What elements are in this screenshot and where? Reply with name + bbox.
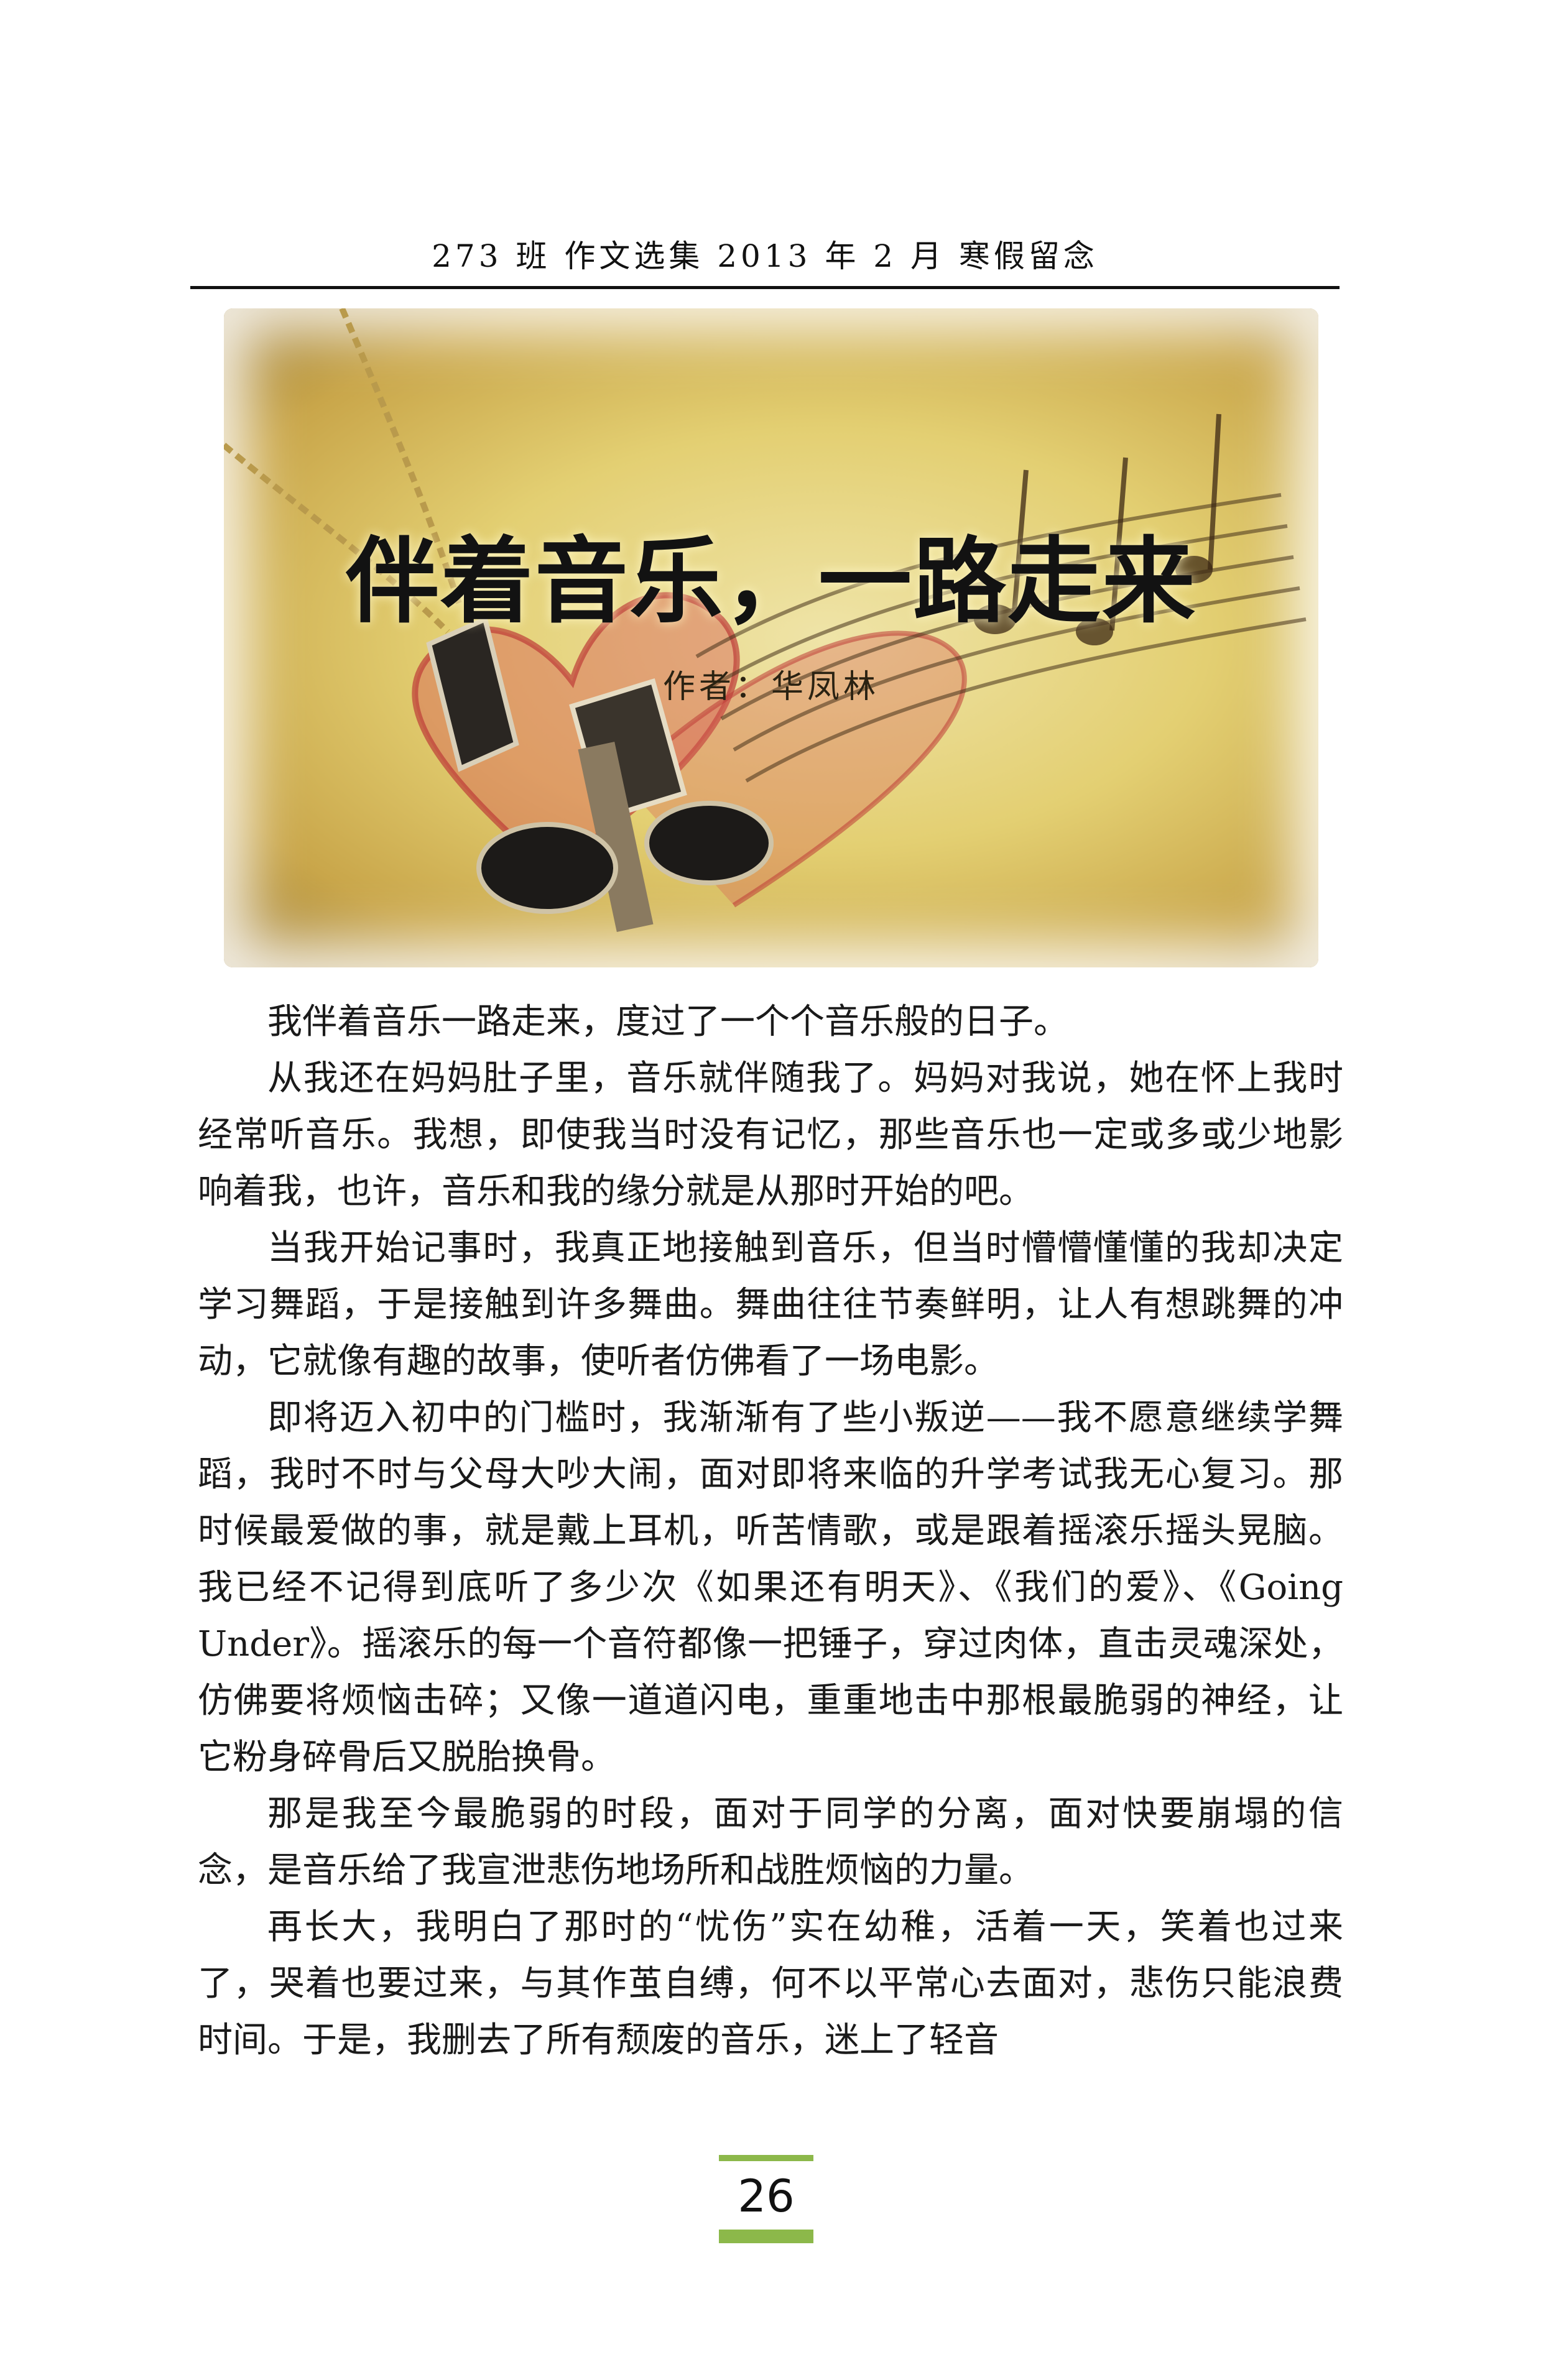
page-number: 26 xyxy=(738,2170,795,2222)
article-title: 伴着音乐，一路走来 xyxy=(345,528,1196,636)
page-number-top-bar xyxy=(719,2155,813,2161)
paragraph: 我伴着音乐一路走来，度过了一个个音乐般的日子。 xyxy=(267,1002,1068,1042)
paragraph: 那是我至今最脆弱的时段，面对于同学的分离，面对快要崩塌的信念，是音乐给了我宣泄悲… xyxy=(198,1794,1343,1891)
article-body: 我伴着音乐一路走来，度过了一个个音乐般的日子。 从我还在妈妈肚子里，音乐就伴随我… xyxy=(198,994,1343,2069)
running-header: 273 班 作文选集 2013 年 2 月 寒假留念 xyxy=(432,238,1098,274)
title-banner: 伴着音乐，一路走来 作者：华凤林 xyxy=(224,308,1318,967)
paragraph: 从我还在妈妈肚子里，音乐就伴随我了。妈妈对我说，她在怀上我时经常听音乐。我想，即… xyxy=(198,1058,1343,1212)
paragraph: 当我开始记事时，我真正地接触到音乐，但当时懵懵懂懂的我却决定学习舞蹈，于是接触到… xyxy=(198,1228,1343,1381)
article-byline: 作者：华凤林 xyxy=(662,668,879,706)
page-number-bottom-bar xyxy=(719,2230,813,2243)
paragraph: 即将迈入初中的门槛时，我渐渐有了些小叛逆——我不愿意继续学舞蹈，我时不时与父母大… xyxy=(198,1398,1343,1778)
header-rule xyxy=(190,286,1340,289)
music-note-illustration xyxy=(224,308,1307,932)
paragraph: 再长大，我明白了那时的“忧伤”实在幼稚，活着一天，笑着也过来了，哭着也要过来，与… xyxy=(198,1907,1343,2060)
